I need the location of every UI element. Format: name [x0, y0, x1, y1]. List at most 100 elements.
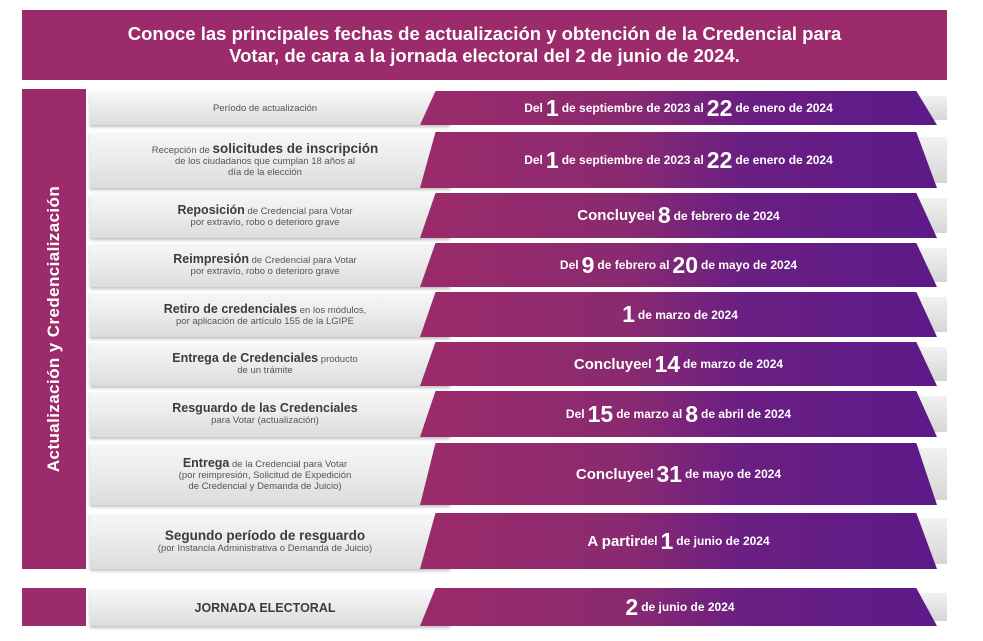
date-number: 1	[545, 146, 559, 173]
row-description: Segundo período de resguardo (por Instan…	[90, 513, 450, 569]
row-description: JORNADA ELECTORAL	[90, 588, 450, 626]
date-text: el	[643, 467, 654, 481]
timeline-row: Reposición de Credencial para Votar por …	[90, 193, 947, 238]
desc-line: de Credencial y Demanda de Juicio)	[188, 480, 342, 492]
date-number: 1	[545, 94, 559, 121]
election-row: JORNADA ELECTORAL 2 de junio de 2024	[90, 588, 947, 626]
election-label: JORNADA ELECTORAL	[194, 600, 336, 615]
date-ribbon: Del 1 de septiembre de 2023 al 22 de ene…	[420, 91, 937, 125]
title-line-1: Conoce las principales fechas de actuali…	[127, 23, 842, 44]
row-description: Período de actualización	[90, 91, 450, 125]
date-ribbon: Del 1 de septiembre de 2023 al 22 de ene…	[420, 132, 937, 188]
date-text: del	[640, 534, 658, 548]
timeline-row: Entrega de Credenciales producto de un t…	[90, 342, 947, 386]
desc-bold: Retiro de credenciales	[163, 301, 298, 316]
desc-line: por extravío, robo o deterioro grave	[190, 266, 340, 277]
desc-bold: solicitudes de inscripción	[212, 141, 379, 156]
date-number: 2	[625, 593, 639, 620]
row-description: Reposición de Credencial para Votar por …	[90, 193, 450, 238]
date-text: de junio de 2024	[676, 534, 770, 548]
date-text: Concluye	[575, 465, 644, 483]
date-text: de mayo de 2024	[685, 467, 782, 481]
date-number: 15	[587, 400, 614, 427]
date-text: de enero de 2024	[735, 101, 833, 115]
desc-line: Retiro de credenciales en los módulos,	[163, 301, 367, 316]
date-ribbon: Concluye el 31 de mayo de 2024	[420, 443, 937, 505]
desc-text: de Credencial para Votar	[248, 255, 357, 266]
row-description: Entrega de Credenciales producto de un t…	[90, 342, 450, 386]
desc-bold: Resguardo de las Credenciales	[172, 401, 358, 415]
date-text: de marzo al	[616, 407, 683, 421]
desc-text: de la Credencial para Votar	[229, 458, 348, 470]
desc-bold: Reposición	[177, 202, 245, 217]
desc-line: Entrega de la Credencial para Votar	[182, 455, 348, 470]
date-ribbon: A partir del 1 de junio de 2024	[420, 513, 937, 569]
desc-line: Período de actualización	[212, 103, 318, 114]
date-text: Concluye	[577, 207, 645, 224]
date-text: Concluye	[573, 355, 642, 373]
row-description: Reimpresión de Credencial para Votar por…	[90, 243, 450, 287]
page-title: Conoce las principales fechas de actuali…	[22, 10, 947, 80]
date-ribbon: Del 15 de marzo al 8 de abril de 2024	[420, 391, 937, 437]
date-text: de mayo de 2024	[701, 258, 798, 272]
date-text: de marzo de 2024	[637, 307, 738, 322]
row-description: Recepción de solicitudes de inscripción …	[90, 132, 450, 188]
date-number: 8	[657, 202, 671, 228]
desc-line: de los ciudadanos que cumplan 18 años al	[174, 156, 356, 167]
date-number: 9	[581, 251, 595, 278]
date-text: de febrero de 2024	[673, 208, 780, 223]
date-number: 1	[622, 301, 635, 327]
date-text: el	[644, 208, 655, 223]
date-text: Del	[524, 153, 543, 167]
date-number: 20	[672, 251, 699, 278]
timeline-row: Entrega de la Credencial para Votar (por…	[90, 443, 947, 505]
date-text: de abril de 2024	[701, 407, 792, 421]
desc-line: (por reimpresión, Solicitud de Expedició…	[178, 469, 352, 481]
timeline-row: Resguardo de las Credenciales para Votar…	[90, 391, 947, 437]
timeline-row: Recepción de solicitudes de inscripción …	[90, 132, 947, 188]
date-text: Del	[559, 258, 579, 272]
sidebar-label: Actualización y Credencialización	[44, 185, 63, 473]
timeline-row: Reimpresión de Credencial para Votar por…	[90, 243, 947, 287]
desc-line: para Votar (actualización)	[211, 415, 319, 426]
desc-line: Recepción de solicitudes de inscripción	[151, 141, 379, 156]
desc-bold: Reimpresión	[173, 252, 249, 266]
date-text: A partir	[587, 532, 641, 550]
row-description: Retiro de credenciales en los módulos, p…	[90, 292, 450, 337]
date-text: de septiembre de 2023 al	[561, 153, 704, 167]
date-number: 31	[656, 460, 683, 487]
timeline-row: Período de actualización Del 1 de septie…	[90, 91, 947, 125]
desc-line: Resguardo de las Credenciales	[172, 401, 358, 415]
desc-line: Entrega de Credenciales producto	[172, 352, 358, 365]
desc-line: por extravío, robo o deterioro grave	[190, 216, 340, 228]
date-text: de junio de 2024	[641, 600, 735, 614]
date-text: Del	[565, 407, 585, 421]
desc-line: de un trámite	[237, 365, 293, 376]
date-ribbon: 1 de marzo de 2024	[420, 292, 937, 337]
date-number: 1	[660, 527, 674, 554]
desc-line: Reposición de Credencial para Votar	[177, 202, 353, 217]
date-ribbon: Concluye el 8 de febrero de 2024	[420, 193, 937, 238]
date-text: de enero de 2024	[735, 153, 833, 167]
date-number: 14	[654, 350, 681, 377]
date-ribbon: Concluye el 14 de marzo de 2024	[420, 342, 937, 386]
desc-line: día de la elección	[228, 167, 302, 178]
date-text: de marzo de 2024	[683, 357, 784, 371]
timeline-row: Segundo período de resguardo (por Instan…	[90, 513, 947, 569]
sidebar-band-election	[22, 588, 86, 626]
date-ribbon: 2 de junio de 2024	[420, 588, 937, 626]
desc-text: producto	[318, 354, 358, 365]
date-number: 8	[685, 400, 699, 427]
desc-line: (por Instancia Administrativa o Demanda …	[157, 542, 373, 554]
desc-text: en los módulos,	[297, 304, 367, 316]
date-number: 22	[706, 94, 733, 121]
desc-text: de Credencial para Votar	[244, 205, 353, 217]
desc-bold: Segundo período de resguardo	[164, 527, 366, 543]
desc-line: Reimpresión de Credencial para Votar	[173, 252, 357, 266]
date-text: de septiembre de 2023 al	[561, 101, 704, 115]
date-number: 22	[706, 146, 733, 173]
sidebar-band: Actualización y Credencialización	[22, 89, 86, 569]
date-ribbon: Del 9 de febrero al 20 de mayo de 2024	[420, 243, 937, 287]
desc-bold: Entrega	[182, 455, 230, 470]
desc-text: Recepción de	[151, 145, 213, 156]
